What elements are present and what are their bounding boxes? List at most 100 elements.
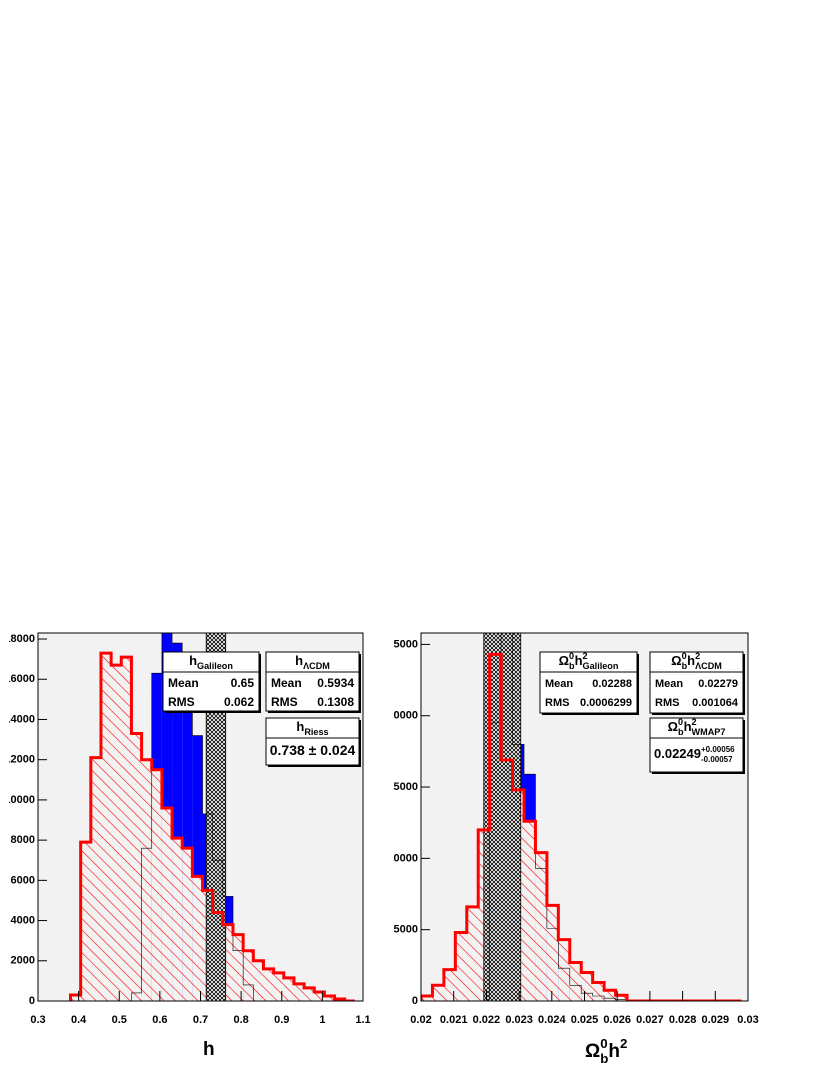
stat-box-shadow (259, 654, 261, 713)
x-tick-label: 0.025 (571, 1014, 599, 1026)
label-text: h (203, 1039, 215, 1060)
stat-label: RMS (655, 697, 679, 709)
x-tick-label: 0.02 (410, 1014, 431, 1026)
stat-value: 0.1308 (317, 695, 354, 709)
stat-box-shadow (268, 711, 361, 713)
stat-value: 0.65 (231, 676, 255, 690)
text-base2: h (608, 1041, 620, 1062)
text-base: Ω (559, 653, 569, 668)
y-tick-label: 25000 (387, 638, 418, 650)
histogram-outline (69, 651, 355, 1001)
hatched-bar (432, 985, 444, 1001)
text-sub2: ΛCDM (303, 661, 330, 671)
text-sup: 0 (569, 651, 574, 661)
hatched-bar (90, 757, 101, 1001)
text-sub: b (678, 727, 684, 737)
stat-label: RMS (271, 695, 298, 709)
stat-label: RMS (545, 697, 569, 709)
stat-box (265, 717, 360, 766)
y-tick-label: 10000 (4, 794, 35, 806)
hatched-bar (243, 950, 254, 1001)
hatched-bar (569, 962, 582, 1001)
x-tick-label: 0.022 (473, 1014, 501, 1026)
y-tick-label: 14000 (4, 713, 35, 725)
text-sup2: 2 (620, 1036, 627, 1051)
label-text: Ω0 bh2 WMAP7 (668, 717, 726, 737)
y-tick-label: 18000 (4, 633, 35, 645)
hatched-bar (131, 733, 142, 1001)
text-sub2: Galileon (583, 661, 619, 671)
hatched-bar (111, 665, 122, 1001)
hatched-bar (161, 807, 173, 1001)
x-tick-label: 0.021 (440, 1014, 468, 1026)
band-label: 0.02249+0.00056 -0.00057 (654, 745, 735, 764)
label-text: Ω0 bh2 ΛCDM (671, 651, 722, 671)
stat-label: Mean (271, 676, 302, 690)
hatched-bar (558, 939, 570, 1001)
label-text: hGalileon (189, 653, 233, 671)
text-base: h (189, 653, 197, 668)
x-tick-label: 0.024 (538, 1014, 566, 1026)
x-tick-label: 0.027 (636, 1014, 664, 1026)
text-sub: b (569, 661, 575, 671)
stat-box-shadow (359, 720, 361, 767)
text-base: h (295, 653, 303, 668)
hatched-bar (581, 972, 593, 1001)
hatched-bar (524, 821, 536, 1001)
label-text: Ω0 bh2 Galileon (559, 651, 619, 671)
histogram-outline (70, 633, 355, 1001)
band-minus: -0.00057 (701, 755, 733, 764)
text-sub2: ΛCDM (695, 661, 722, 671)
stat-box-shadow (637, 654, 639, 715)
text-sup2: 2 (692, 717, 697, 727)
hatched-bar (121, 657, 132, 1001)
text-sup: 0 (682, 651, 687, 661)
stat-label: Mean (655, 678, 683, 690)
y-tick-label: 16000 (4, 673, 35, 685)
hatched-bar (304, 987, 315, 1001)
text-base: Ω (668, 719, 678, 734)
text-sub2: WMAP7 (692, 727, 726, 737)
y-tick-label: 2000 (11, 955, 35, 967)
bar (192, 735, 203, 1001)
stat-value: 0.5934 (317, 676, 354, 690)
hatched-bar (80, 842, 91, 1001)
hatched-bar (455, 932, 467, 1001)
band-value: 0.02249 (654, 746, 701, 761)
y-tick-label: 12000 (4, 754, 35, 766)
bar (172, 643, 183, 1001)
text-sup: 0 (678, 717, 683, 727)
y-tick-label: 10000 (387, 852, 418, 864)
x-tick-label: 0.3 (30, 1014, 45, 1026)
text-base2: h (687, 653, 695, 668)
hatched-bar (263, 968, 274, 1001)
text-sub2: Galileon (197, 661, 233, 671)
stat-box-shadow (652, 772, 745, 774)
text-sup: 0 (600, 1036, 607, 1051)
y-tick-label: 15000 (387, 781, 418, 793)
hatched-bar (535, 852, 547, 1001)
hatched-bar (604, 990, 616, 1001)
stat-label: RMS (168, 695, 195, 709)
stat-box-shadow (743, 720, 745, 774)
hatched-bar (314, 991, 325, 1001)
label-text: hΛCDM (295, 653, 330, 671)
hatched-bar (615, 995, 628, 1001)
x-tick-label: 0.8 (233, 1014, 248, 1026)
stat-box-shadow (542, 713, 639, 715)
stat-value: 0.0006299 (580, 697, 632, 709)
stat-box-shadow (268, 765, 361, 767)
stat-value: 0.02279 (698, 678, 738, 690)
x-tick-label: 0.026 (603, 1014, 631, 1026)
x-tick-label: 0.023 (505, 1014, 533, 1026)
band-value: 0.738 ± 0.024 (270, 742, 356, 758)
text-base2: h (684, 719, 692, 734)
hatched-bar (273, 972, 284, 1001)
stat-value: 0.062 (224, 695, 254, 709)
stat-label: Mean (545, 678, 573, 690)
hatched-bar (192, 876, 203, 1001)
hatched-bar (100, 653, 112, 1001)
stat-box-shadow (652, 713, 745, 715)
stat-box (539, 651, 638, 714)
hatched-bar (172, 838, 183, 1001)
